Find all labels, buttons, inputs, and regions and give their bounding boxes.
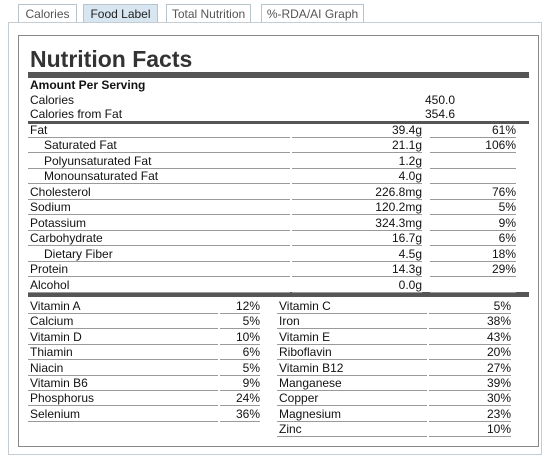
vitamin-name: Vitamin B6 [28, 376, 218, 391]
vitamin-name: Calcium [28, 314, 218, 330]
vitamin-percent: 38% [429, 314, 511, 330]
vitamin-name: Vitamin A [28, 299, 218, 314]
nutrient-percent: 61% [430, 123, 516, 138]
nutrient-percent [430, 154, 516, 169]
nutrient-name: Carbohydrate [28, 231, 290, 247]
row-name: Calories [30, 93, 75, 107]
nutrient-percent: 9% [430, 216, 516, 231]
nutrient-name: Monounsaturated Fat [28, 169, 290, 185]
tab[interactable]: Calories [18, 4, 77, 22]
nutrient-percent: 6% [430, 231, 516, 247]
nutrient-percent: 106% [430, 138, 516, 154]
vitamin-percent: 39% [429, 376, 511, 391]
row-value: 354.6 [425, 107, 456, 121]
nutrient-amount: 0.0g [292, 278, 422, 293]
vitamin-percent: 24% [220, 391, 260, 407]
row-value: 450.0 [425, 93, 456, 107]
vitamin-percent: 10% [429, 422, 511, 438]
tab[interactable]: %-RDA/AI Graph [261, 4, 364, 22]
nutrient-name: Cholesterol [28, 185, 290, 200]
nutrient-amount: 324.3mg [292, 216, 422, 231]
thick-rule [28, 72, 529, 78]
nutrient-percent: 18% [430, 247, 516, 262]
nutrient-name: Potassium [28, 216, 290, 231]
vitamin-percent: 36% [220, 407, 260, 422]
vitamin-percent: 6% [220, 345, 260, 361]
nutrient-amount: 4.0g [292, 169, 422, 185]
vitamin-percent: 10% [220, 330, 260, 345]
nutrient-amount: 4.5g [292, 247, 422, 262]
vitamin-name: Riboflavin [277, 345, 427, 361]
nutrient-amount: 14.3g [292, 262, 422, 278]
vitamin-name: Niacin [28, 361, 218, 376]
nutrient-percent: 5% [430, 200, 516, 216]
tab[interactable]: Total Nutrition [166, 4, 251, 22]
nutrient-name: Sodium [28, 200, 290, 216]
vitamin-percent: 5% [220, 361, 260, 376]
vitamin-name: Copper [277, 391, 427, 407]
vitamin-percent: 5% [429, 299, 511, 314]
vitamin-name: Phosphorus [28, 391, 218, 407]
vitamin-percent: 9% [220, 376, 260, 391]
vitamin-percent: 43% [429, 330, 511, 345]
medium-rule [28, 121, 529, 124]
nutrient-name: Saturated Fat [28, 138, 290, 154]
nutrient-amount: 226.8mg [292, 185, 422, 200]
vitamin-name: Iron [277, 314, 427, 330]
tab[interactable]: Food Label [83, 4, 158, 22]
nutrient-amount: 21.1g [292, 138, 422, 154]
vitamin-name: Vitamin D [28, 330, 218, 345]
nutrient-percent [430, 278, 516, 293]
vitamin-percent: 12% [220, 299, 260, 314]
nutrient-amount: 1.2g [292, 154, 422, 169]
nutrient-name: Dietary Fiber [28, 247, 290, 262]
nutrient-name: Fat [28, 123, 290, 138]
nutrient-percent: 29% [430, 262, 516, 278]
nutrient-percent: 76% [430, 185, 516, 200]
label-box [18, 35, 539, 447]
nutrient-percent [430, 169, 516, 185]
vitamin-name: Manganese [277, 376, 427, 391]
vitamin-percent: 5% [220, 314, 260, 330]
vitamin-name: Thiamin [28, 345, 218, 361]
nutrient-name: Protein [28, 262, 290, 278]
vitamin-percent: 23% [429, 407, 511, 422]
vitamin-name: Vitamin E [277, 330, 427, 345]
nutrient-amount: 39.4g [292, 123, 422, 138]
vitamin-name: Zinc [277, 422, 427, 438]
vitamin-name: Magnesium [277, 407, 427, 422]
label-title: Nutrition Facts [30, 46, 193, 72]
vitamin-name: Selenium [28, 407, 218, 422]
vitamin-percent: 27% [429, 361, 511, 376]
nutrient-name: Polyunsaturated Fat [28, 154, 290, 169]
vitamin-percent: 30% [429, 391, 511, 407]
vitamin-name: Vitamin C [277, 299, 427, 314]
nutrient-amount: 120.2mg [292, 200, 422, 216]
tab-panel [8, 22, 542, 455]
nutrient-name: Alcohol [28, 278, 290, 293]
amount-per-serving: Amount Per Serving [30, 78, 146, 92]
row-name: Calories from Fat [30, 107, 123, 121]
thick-rule [28, 292, 529, 297]
vitamin-percent: 20% [429, 345, 511, 361]
nutrient-amount: 16.7g [292, 231, 422, 247]
vitamin-name: Vitamin B12 [277, 361, 427, 376]
